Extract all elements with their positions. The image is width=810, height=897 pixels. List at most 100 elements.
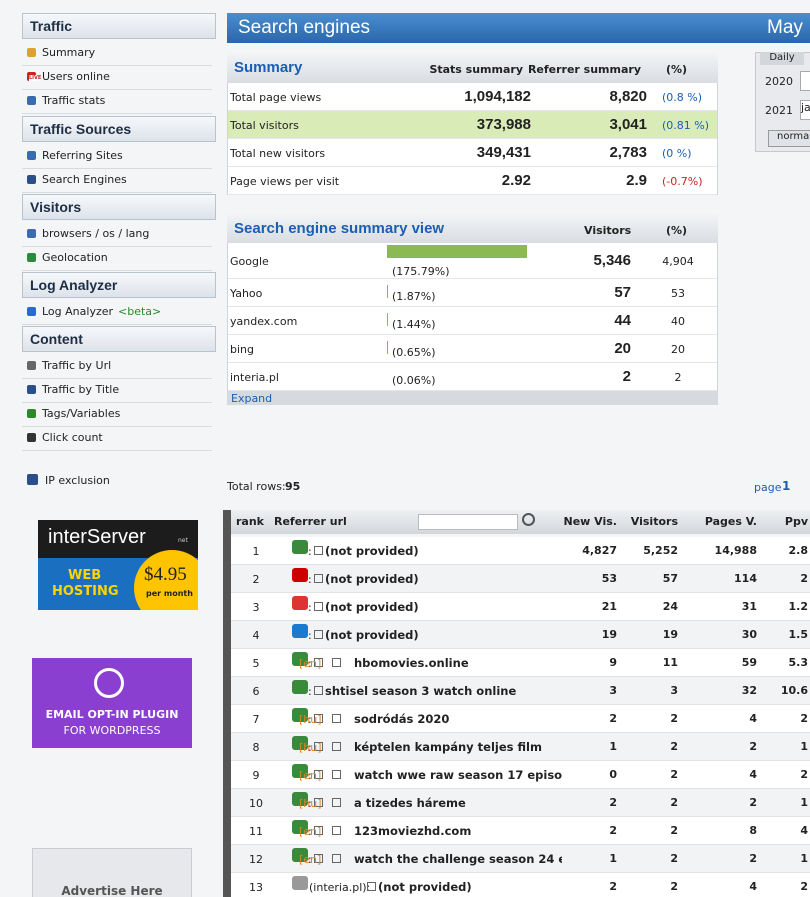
nav-label[interactable]: Referring Sites — [42, 149, 123, 162]
lang-tag: [en] — [299, 853, 322, 866]
ext-icon — [314, 826, 323, 835]
referrer-text[interactable]: watch the challenge season 24 episod — [354, 852, 562, 866]
year-label: 2020 — [765, 75, 793, 88]
nav-label[interactable]: Click count — [42, 431, 103, 444]
nav-item[interactable]: Referring Sites — [22, 145, 212, 169]
referrer-text[interactable]: képtelen kampány teljes film — [354, 740, 542, 754]
date-tab[interactable]: Daily — [760, 52, 804, 65]
ad-plugin[interactable]: EMAIL OPT-IN PLUGIN FOR WORDPRESS — [32, 658, 192, 748]
referrer-text[interactable]: sodródás 2020 — [354, 712, 450, 726]
stat-value: 349,431 — [476, 144, 531, 161]
rank: 13 — [249, 881, 263, 894]
cell: 2 — [670, 852, 678, 865]
source-icon — [292, 596, 308, 610]
referrer-text[interactable]: (not provided) — [325, 628, 419, 642]
nav-label[interactable]: Traffic by Url — [42, 359, 112, 372]
search-box[interactable] — [418, 514, 518, 530]
source: : — [308, 741, 312, 754]
column-header: Referrer summary — [527, 63, 641, 76]
nav-label[interactable]: Users online — [42, 70, 110, 83]
page-value[interactable]: 1 — [782, 479, 791, 493]
nav-item[interactable]: Click count — [22, 427, 212, 451]
expand-link[interactable]: Expand — [231, 392, 273, 405]
nav-label[interactable]: Traffic stats — [42, 94, 106, 107]
nav-item[interactable]: browsers / os / lang — [22, 223, 212, 247]
nav-label[interactable]: Search Engines — [42, 173, 127, 186]
nav-label[interactable]: Tags/Variables — [42, 407, 121, 420]
nav-label[interactable]: browsers / os / lang — [42, 227, 150, 240]
ref-value: 2,783 — [609, 144, 647, 161]
engine-visitors: 20 — [614, 340, 631, 357]
rank: 7 — [252, 713, 260, 726]
nav-label[interactable]: Summary — [42, 46, 96, 59]
nav-label[interactable]: Log Analyzer — [42, 305, 114, 318]
ad-advertise[interactable]: Advertise Here — [32, 848, 192, 897]
referrer-text[interactable]: 123moviezhd.com — [354, 824, 472, 838]
source-icon — [292, 876, 308, 890]
source-icon — [292, 624, 308, 638]
list-row — [231, 817, 810, 845]
year-select[interactable]: ja — [800, 100, 810, 120]
ad-logo: interServer — [48, 526, 146, 548]
referrer-text[interactable]: (not provided) — [325, 572, 419, 586]
year-label: 2021 — [765, 104, 793, 117]
summary-row — [228, 111, 717, 139]
cell: 2 — [609, 880, 617, 893]
source-icon — [292, 848, 308, 862]
cell: 4 — [749, 712, 757, 725]
cell: 2 — [609, 796, 617, 809]
nav-item[interactable]: Summary — [22, 42, 212, 66]
mode-button[interactable]: normal — [768, 130, 810, 147]
engine-row — [228, 243, 717, 279]
list-row — [231, 705, 810, 733]
referrer-text[interactable]: shtisel season 3 watch online — [325, 684, 517, 698]
nav-item[interactable]: Users online — [22, 66, 212, 90]
ad-interserver[interactable]: interServer net WEB HOSTING $4.95 per month — [38, 520, 198, 610]
nav-item[interactable]: Geolocation — [22, 247, 212, 271]
section-header: Traffic — [22, 13, 216, 39]
cell: 1 — [609, 740, 617, 753]
list-row — [231, 593, 810, 621]
cell: 2 — [670, 824, 678, 837]
cell: 8 — [749, 824, 757, 837]
cell: 19 — [662, 628, 678, 641]
year-select[interactable] — [800, 71, 810, 91]
ip-exclusion[interactable]: IP exclusion — [45, 474, 110, 487]
cell: 9 — [609, 656, 617, 669]
list-head — [231, 510, 810, 534]
referrer-text[interactable]: a tizedes háreme — [354, 796, 466, 810]
referrer-text[interactable]: hbomovies.online — [354, 656, 469, 670]
summary-row — [228, 139, 717, 167]
nav-item[interactable]: Traffic stats — [22, 90, 212, 114]
referrer-text[interactable]: watch wwe raw season 17 episode fre — [354, 768, 562, 782]
referrer-text[interactable]: (not provided) — [378, 880, 472, 894]
ref-value: 8,820 — [609, 88, 647, 105]
nav-item[interactable]: Search Engines — [22, 169, 212, 193]
ext-icon — [332, 770, 341, 779]
nav-label[interactable]: Traffic by Title — [42, 383, 120, 396]
cell: 2 — [749, 852, 757, 865]
cell: 2 — [800, 880, 808, 893]
engine-visitors: 5,346 — [593, 252, 631, 269]
nav-item[interactable]: Tags/Variables — [22, 403, 212, 427]
nav-item[interactable]: Traffic by Url — [22, 355, 212, 379]
referrer-text[interactable]: (not provided) — [325, 600, 419, 614]
nav-icon — [27, 48, 36, 57]
total-value: 95 — [285, 480, 301, 493]
nav-label[interactable]: Geolocation — [42, 251, 108, 264]
main-header — [227, 13, 810, 43]
engine-prev: 53 — [671, 287, 685, 300]
summary-row — [228, 167, 717, 195]
nav-icon — [27, 175, 36, 184]
nav-item[interactable]: Log Analyzer <beta> — [22, 301, 212, 325]
pct-value: (0 %) — [662, 147, 692, 160]
engine-share: (1.44%) — [392, 318, 436, 331]
referrer-text[interactable]: (not provided) — [325, 544, 419, 558]
cell: 1.2 — [788, 600, 809, 613]
column-header: Ppv — [784, 515, 808, 528]
rank: 1 — [252, 545, 260, 558]
page-label[interactable]: page — [754, 481, 782, 494]
cell: 4 — [800, 824, 808, 837]
nav-item[interactable]: Traffic by Title — [22, 379, 212, 403]
source-icon — [292, 540, 308, 554]
